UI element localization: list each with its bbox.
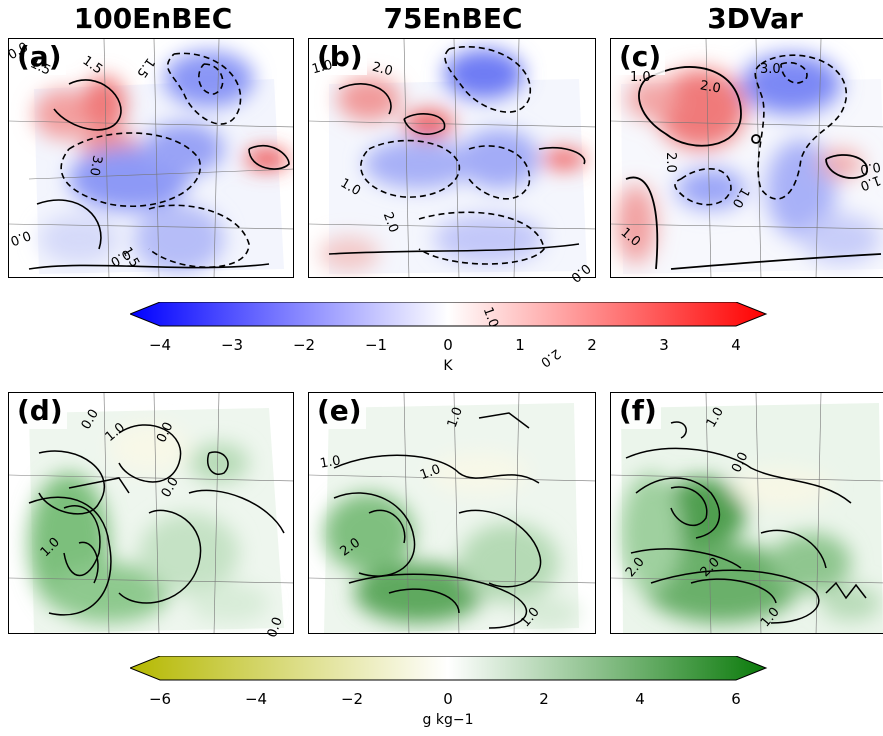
tick-temp-3: −1 (364, 336, 388, 354)
column-title-100enbec: 100EnBEC (73, 2, 233, 35)
panel-b: (b) (308, 38, 596, 278)
column-title-3dvar: 3DVar (707, 2, 803, 35)
tick-temp-0: −4 (148, 336, 172, 354)
colorbar-moisture (130, 656, 768, 681)
map-a (9, 39, 293, 277)
tick-temp-8: 4 (731, 336, 741, 354)
colorbar-temperature (130, 302, 768, 327)
panel-label-d: (d) (13, 393, 67, 429)
tick-q-0: −6 (148, 690, 172, 708)
panel-c: (c) (610, 38, 883, 278)
tick-temp-5: 1 (515, 336, 525, 354)
tick-temp-6: 2 (587, 336, 597, 354)
map-f (611, 393, 883, 633)
contour-label-c-2: 3.0 (760, 62, 781, 77)
tick-temp-7: 3 (659, 336, 669, 354)
map-c (611, 39, 883, 277)
panel-label-f: (f) (615, 393, 661, 429)
map-b (309, 39, 595, 277)
panel-a: (a) (8, 38, 294, 278)
tick-q-6: 6 (731, 690, 741, 708)
contour-label-c-4: 2.0 (662, 152, 678, 173)
contour-label-c-0: 1.0 (630, 70, 651, 85)
tick-q-4: 2 (539, 690, 549, 708)
tick-temp-1: −3 (220, 336, 244, 354)
panel-f: (f) (610, 392, 883, 634)
map-d (9, 393, 293, 633)
tick-temp-4: 0 (443, 336, 453, 354)
panel-label-e: (e) (313, 393, 366, 429)
tick-temp-2: −2 (292, 336, 316, 354)
panel-label-b: (b) (313, 39, 367, 75)
panel-label-a: (a) (13, 39, 66, 75)
tick-q-2: −2 (340, 690, 364, 708)
panel-d: (d) (8, 392, 294, 634)
colorbar-temperature-label: K (443, 358, 453, 374)
panel-e: (e) (308, 392, 596, 634)
tick-q-3: 0 (443, 690, 453, 708)
panel-label-c: (c) (615, 39, 666, 75)
tick-q-5: 4 (635, 690, 645, 708)
colorbar-temperature-ticks: −4 −3 −2 −1 0 1 2 3 4 (0, 336, 883, 356)
map-e (309, 393, 595, 633)
column-title-75enbec: 75EnBEC (383, 2, 523, 35)
colorbar-moisture-ticks: −6 −4 −2 0 2 4 6 (0, 690, 883, 710)
tick-q-1: −4 (244, 690, 268, 708)
colorbar-moisture-label: g kg−1 (422, 712, 474, 728)
